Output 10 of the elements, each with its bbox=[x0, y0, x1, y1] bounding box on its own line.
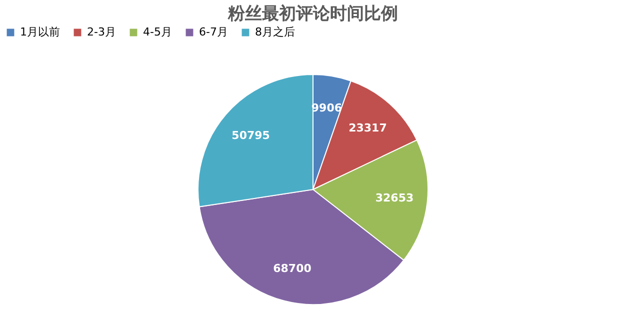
legend-label: 2-3月 bbox=[87, 26, 116, 39]
legend-label: 6-7月 bbox=[199, 26, 228, 39]
data-label: 32653 bbox=[375, 191, 414, 204]
data-label: 68700 bbox=[273, 262, 312, 275]
data-label: 50795 bbox=[232, 129, 270, 142]
legend-label: 1月以前 bbox=[20, 26, 60, 39]
chart-title: 粉丝最初评论时间比例 bbox=[227, 4, 398, 24]
data-label: 23317 bbox=[348, 121, 387, 134]
legend-label: 8月之后 bbox=[255, 26, 295, 39]
legend-label: 4-5月 bbox=[143, 26, 172, 39]
